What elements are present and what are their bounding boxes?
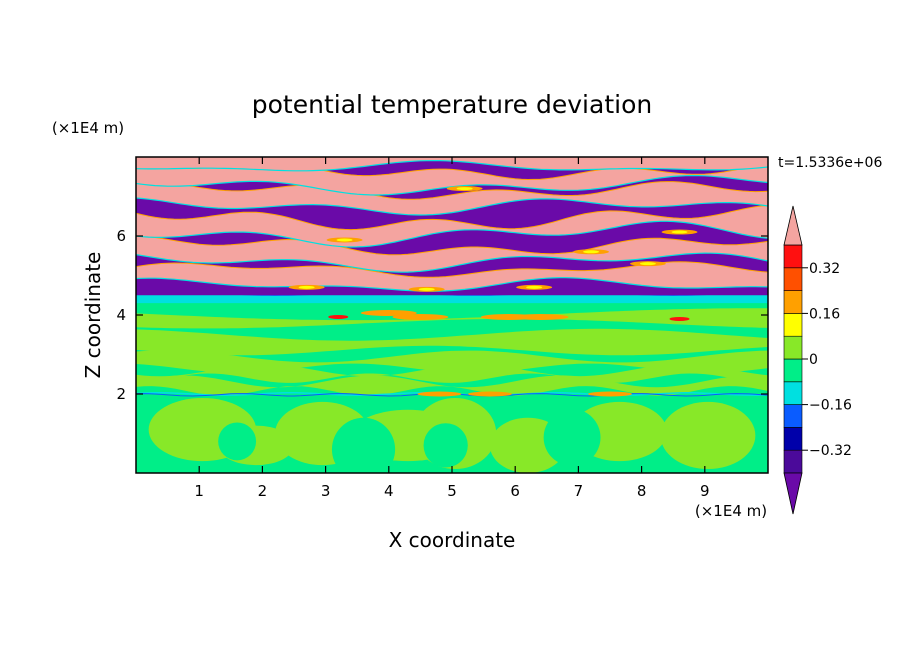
- x-tick-label: 8: [637, 482, 647, 500]
- x-tick-label: 5: [447, 482, 457, 500]
- hotspot: [512, 313, 569, 320]
- band-edge: [136, 220, 768, 248]
- hotspot: [336, 238, 353, 242]
- x-tick-label: 7: [574, 482, 584, 500]
- streak: [136, 364, 768, 383]
- colorbar-segment: [783, 313, 803, 337]
- streak: [136, 328, 768, 356]
- hotspot: [583, 250, 600, 254]
- colorbar-segment: [783, 267, 803, 291]
- hotspot: [669, 316, 690, 321]
- x-tick-label: 6: [510, 482, 520, 500]
- hotspot: [417, 391, 462, 397]
- colorbar-tick-label: −0.16: [809, 398, 852, 414]
- streak: [136, 308, 768, 329]
- hotspot: [418, 287, 435, 291]
- y-tick-label: 2: [116, 385, 126, 403]
- chart-title: potential temperature deviation: [252, 90, 652, 119]
- colorbar-tick-label: −0.32: [809, 443, 852, 459]
- colorbar-over-triangle: [783, 205, 803, 246]
- band-edge: [136, 235, 768, 256]
- plot-area: [136, 157, 768, 473]
- band-edge: [297, 157, 334, 158]
- positive-band: [136, 236, 768, 273]
- colorbar-segment: [783, 335, 803, 360]
- positive-band: [136, 181, 768, 215]
- positive-band: [136, 205, 768, 247]
- positive-band: [136, 157, 768, 171]
- eddy-core: [543, 409, 601, 466]
- hotspot: [298, 285, 315, 289]
- colorbar-tick-label: 0.16: [809, 306, 840, 322]
- streak: [136, 375, 768, 396]
- colorbar-tick-label: 0.32: [809, 261, 840, 277]
- x-axis: 1 2 3 4 5 6 7 8 9: [194, 157, 710, 500]
- y-tick-label: 6: [116, 227, 126, 245]
- colorbar-segment: [783, 290, 803, 314]
- band-edge: [136, 181, 768, 200]
- band-edge: [136, 252, 768, 273]
- hotspot: [360, 310, 417, 317]
- band-edge: [136, 197, 768, 216]
- x-tick-label: 4: [384, 482, 394, 500]
- band-edge: [136, 277, 768, 292]
- eddy-core: [423, 423, 468, 468]
- x-axis-title: X coordinate: [389, 528, 516, 552]
- hotspot: [467, 391, 512, 397]
- x-tick-label: 1: [194, 482, 204, 500]
- x-tick-label: 9: [700, 482, 710, 500]
- hotspot: [671, 230, 688, 234]
- colorbar-segment: [783, 381, 803, 405]
- y-axis-title: Z coordinate: [81, 252, 105, 379]
- colorbar: 0.32 0.16 0 −0.16 −0.32: [783, 205, 852, 515]
- hotspot: [328, 314, 349, 319]
- colorbar-segment: [783, 244, 803, 269]
- hotspot: [588, 391, 632, 397]
- x-tick-label: 3: [321, 482, 331, 500]
- hotspot: [392, 313, 449, 320]
- band-edge: [136, 174, 768, 196]
- eddy-core: [331, 417, 396, 473]
- colorbar-segment: [783, 427, 803, 451]
- colorbar-segment: [783, 449, 803, 474]
- colorbar-segment: [783, 358, 803, 383]
- band-edge: [136, 205, 768, 231]
- hotspot: [456, 187, 473, 191]
- hotspot: [526, 285, 543, 289]
- x-unit-label: (×1E4 m): [695, 502, 767, 520]
- colorbar-segment: [783, 404, 803, 428]
- time-label: t=1.5336e+06: [778, 155, 882, 171]
- y-tick-label: 4: [116, 306, 126, 324]
- contour-field: [136, 157, 768, 473]
- y-unit-label: (×1E4 m): [52, 119, 124, 137]
- colorbar-tick-label: 0: [809, 352, 818, 368]
- x-tick-label: 2: [258, 482, 268, 500]
- eddy-core: [218, 422, 257, 461]
- hotspot: [639, 262, 656, 266]
- y-axis: 2 4 6: [116, 227, 768, 403]
- colorbar-under-triangle: [783, 472, 803, 515]
- eddy: [660, 401, 756, 470]
